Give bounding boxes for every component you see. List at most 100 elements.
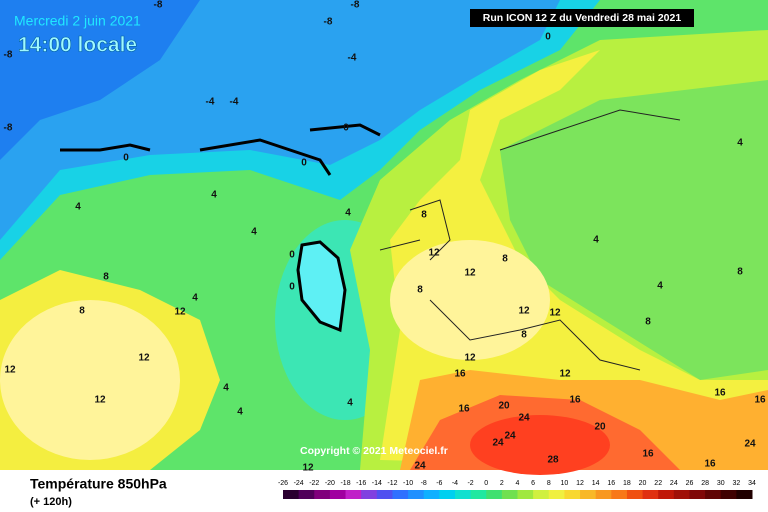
colorbar-tick-label: -12 [387, 480, 397, 487]
colorbar-tick-label: 26 [686, 480, 694, 487]
contour-label: 8 [421, 210, 427, 221]
colorbar-tick-label: 20 [639, 480, 647, 487]
contour-label: -4 [230, 97, 239, 108]
map-background [0, 0, 768, 475]
contour-label: 12 [302, 463, 314, 474]
colorbar-swatch [736, 490, 753, 499]
contour-label: 20 [498, 401, 510, 412]
contour-label: 24 [744, 439, 756, 450]
contour-label: 0 [289, 250, 295, 261]
colorbar-tick-label: -18 [340, 480, 350, 487]
copyright: Copyright © 2021 Meteociel.fr [300, 445, 448, 457]
colorbar-swatch [283, 490, 300, 499]
colorbar-tick-label: 30 [717, 480, 725, 487]
colorbar-swatch [376, 490, 393, 499]
colorbar-tick-label: -24 [294, 480, 304, 487]
contour-label: 12 [518, 306, 530, 317]
contour-label: 4 [251, 227, 257, 238]
colorbar-tick-label: -4 [452, 480, 458, 487]
contour-label: 16 [642, 449, 654, 460]
colorbar-tick-label: 2 [500, 480, 504, 487]
colorbar-swatch [345, 490, 362, 499]
contour-label: 0 [289, 282, 295, 293]
contour-label: -8 [351, 0, 360, 11]
colorbar-swatch [439, 490, 456, 499]
contour-label: 20 [594, 422, 606, 433]
contour-label: 0 [545, 32, 551, 43]
colorbar-tick-label: -2 [467, 480, 473, 487]
colorbar-swatch [673, 490, 690, 499]
contour-label: 24 [518, 413, 530, 424]
colorbar-tick-label: 34 [748, 480, 756, 487]
colorbar-tick-label: 0 [484, 480, 488, 487]
contour-label: -8 [324, 17, 333, 28]
contour-label: 16 [754, 395, 766, 406]
contour-label: 4 [223, 383, 229, 394]
colorbar-swatch [548, 490, 565, 499]
contour-label: -8 [4, 123, 13, 134]
contour-labels: -8 -8 -8 -8 -8 0 -4 -4 -4 0 0 0 4 4 4 4 0 0 8 8 4 12 12 12 12 4 4 4… [4, 0, 766, 474]
colorbar-swatch [595, 490, 612, 499]
contour-label: 24 [492, 438, 504, 449]
contour-label: 12 [4, 365, 16, 376]
colorbar-tick-label: 14 [592, 480, 600, 487]
contour-label: 24 [504, 431, 516, 442]
contour-label: 0 [301, 158, 307, 169]
colorbar-swatch [423, 490, 440, 499]
contour-label: 16 [569, 395, 581, 406]
contour-label: 12 [94, 395, 106, 406]
contour-label: 8 [645, 317, 651, 328]
colorbar-swatch [486, 490, 503, 499]
colorbar-tick-label: 18 [623, 480, 631, 487]
contour-label: 16 [454, 369, 466, 380]
date: Mercredi 2 juin 2021 [14, 13, 141, 29]
colorbar-swatch [361, 490, 378, 499]
colorbar-tick-label: 6 [531, 480, 535, 487]
contour-label: -4 [206, 97, 215, 108]
contour-label: 4 [345, 208, 351, 219]
colorbar-swatch [658, 490, 675, 499]
colorbar-tick-label: -6 [436, 480, 442, 487]
contour-label: 4 [237, 407, 243, 418]
colorbar-tick-label: 4 [516, 480, 520, 487]
colorbar-tick-label: -8 [421, 480, 427, 487]
colorbar-swatch [580, 490, 597, 499]
colorbar-swatch [720, 490, 737, 499]
colorbar-swatch [642, 490, 659, 499]
contour-label: 4 [347, 398, 353, 409]
colorbar-tick-label: -20 [325, 480, 335, 487]
contour-label: 12 [559, 369, 571, 380]
contour-label: 8 [521, 330, 527, 341]
footer-title: Température 850hPa [30, 476, 167, 492]
contour-label: 12 [464, 268, 476, 279]
contour-label: 12 [428, 248, 440, 259]
run-box [470, 9, 694, 27]
colorbar-swatch [314, 490, 331, 499]
contour-label: 8 [417, 285, 423, 296]
contour-label: 28 [547, 455, 559, 466]
colorbar-tick-label: 12 [576, 480, 584, 487]
colorbar-tick-label: 32 [732, 480, 740, 487]
colorbar-swatch [626, 490, 644, 499]
contour-label: 12 [549, 308, 561, 319]
contour-label: 12 [174, 307, 186, 318]
contour-label: 24 [414, 461, 426, 472]
colorbar-swatch [705, 490, 722, 499]
contour-label: 0 [343, 123, 349, 134]
colorbar-swatch [408, 490, 425, 499]
colorbar-swatch [501, 490, 518, 499]
colorbar: -26 -24 -22 -20 -18 -16 -14 -12 -10 -8 -6 -4 -2 0 2 4 6 8… [278, 480, 756, 499]
colorbar-swatch [470, 490, 487, 499]
colorbar-swatch [298, 490, 315, 499]
contour-label: -8 [4, 50, 13, 61]
contour-label: 12 [138, 353, 150, 364]
colorbar-tick-label: 22 [654, 480, 662, 487]
contour-label: 4 [657, 281, 663, 292]
footer-subtitle: (+ 120h) [30, 496, 72, 508]
colorbar-tick-label: 10 [561, 480, 569, 487]
colorbar-tick-label: -10 [403, 480, 413, 487]
colorbar-tick-label: 16 [607, 480, 615, 487]
colorbar-swatch [392, 490, 409, 499]
contour-label: 4 [737, 138, 743, 149]
